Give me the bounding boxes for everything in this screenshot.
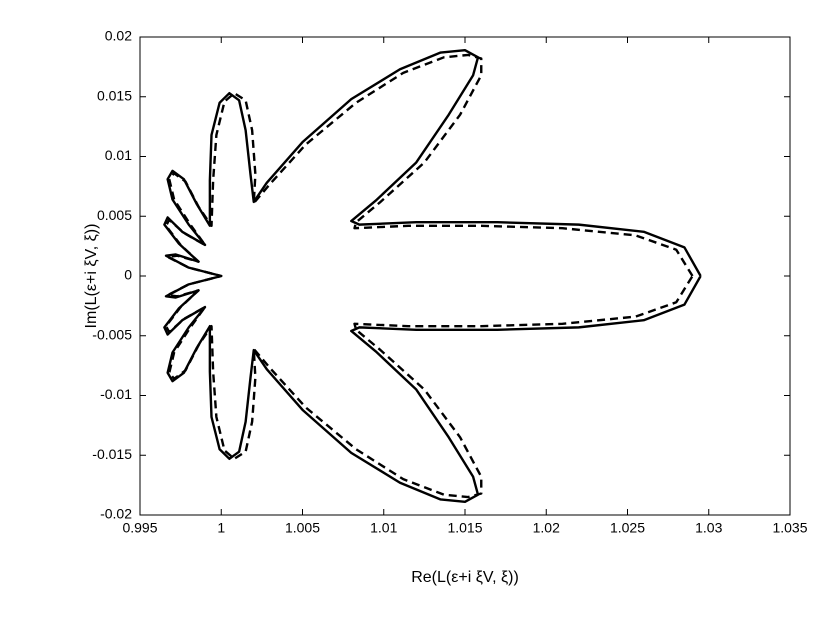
y-axis-label: Im(L(ε+i ξV, ξ)) [83, 224, 100, 329]
x-tick-label: 1.025 [610, 520, 645, 536]
x-tick-label: 1.03 [695, 520, 722, 536]
y-tick-label: -0.005 [92, 326, 132, 342]
y-tick-label: 0 [124, 267, 132, 283]
x-tick-label: 1.015 [447, 520, 482, 536]
x-tick-label: 1.005 [285, 520, 320, 536]
y-tick-label: 0.015 [97, 87, 132, 103]
y-tick-label: -0.015 [92, 446, 132, 462]
x-tick-label: 1.035 [772, 520, 807, 536]
y-tick-label: 0.02 [105, 28, 132, 44]
y-tick-label: -0.02 [100, 506, 132, 522]
x-tick-label: 1.02 [533, 520, 560, 536]
x-tick-label: 0.995 [122, 520, 157, 536]
y-tick-label: 0.005 [97, 207, 132, 223]
y-tick-label: -0.01 [100, 386, 132, 402]
dashed-curve [164, 53, 694, 499]
x-axis-label: Re(L(ε+i ξV, ξ)) [411, 569, 519, 586]
y-tick-label: 0.01 [105, 147, 132, 163]
x-tick-label: 1 [217, 520, 225, 536]
x-tick-label: 1.01 [370, 520, 397, 536]
